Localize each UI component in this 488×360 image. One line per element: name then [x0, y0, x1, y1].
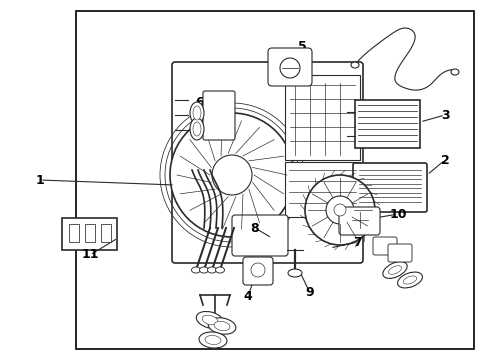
Text: 10: 10: [388, 207, 406, 220]
Circle shape: [325, 196, 353, 224]
Ellipse shape: [387, 266, 401, 274]
FancyBboxPatch shape: [387, 244, 411, 262]
Bar: [285, 75, 359, 160]
Ellipse shape: [350, 62, 358, 68]
Text: 2: 2: [440, 153, 448, 166]
Bar: [285, 162, 359, 217]
Ellipse shape: [382, 262, 407, 278]
Text: 11: 11: [81, 248, 99, 261]
Bar: [85, 224, 95, 242]
Bar: [101, 224, 111, 242]
Ellipse shape: [450, 69, 458, 75]
Circle shape: [280, 58, 299, 78]
Bar: [354, 100, 419, 148]
Text: 4: 4: [243, 289, 252, 302]
Ellipse shape: [397, 272, 422, 288]
Bar: [62, 218, 117, 250]
Text: 6: 6: [195, 95, 204, 108]
FancyBboxPatch shape: [231, 215, 287, 256]
Text: 9: 9: [305, 287, 314, 300]
Ellipse shape: [199, 332, 226, 348]
FancyBboxPatch shape: [267, 48, 311, 86]
Ellipse shape: [208, 318, 235, 334]
Ellipse shape: [202, 315, 217, 325]
Circle shape: [305, 175, 374, 245]
Ellipse shape: [215, 267, 224, 273]
Ellipse shape: [196, 311, 223, 329]
FancyBboxPatch shape: [172, 62, 362, 263]
Ellipse shape: [287, 269, 302, 277]
Ellipse shape: [199, 267, 208, 273]
Text: 1: 1: [36, 174, 44, 186]
Circle shape: [170, 113, 293, 237]
Ellipse shape: [204, 336, 221, 345]
Circle shape: [333, 204, 346, 216]
FancyBboxPatch shape: [338, 207, 379, 235]
Ellipse shape: [190, 118, 203, 140]
Ellipse shape: [403, 276, 416, 284]
Ellipse shape: [190, 102, 203, 124]
Ellipse shape: [193, 106, 201, 120]
Ellipse shape: [207, 267, 216, 273]
FancyBboxPatch shape: [203, 91, 235, 140]
Ellipse shape: [191, 267, 200, 273]
Bar: [69, 224, 79, 242]
Text: 5: 5: [297, 40, 306, 53]
Bar: [76, 11, 473, 349]
Text: 8: 8: [250, 221, 259, 234]
FancyBboxPatch shape: [372, 237, 396, 255]
Ellipse shape: [193, 122, 201, 136]
Circle shape: [250, 263, 264, 277]
FancyBboxPatch shape: [352, 163, 426, 212]
FancyBboxPatch shape: [243, 257, 272, 285]
Circle shape: [212, 155, 251, 195]
Text: 7: 7: [353, 235, 362, 248]
Ellipse shape: [214, 321, 229, 330]
Text: 3: 3: [440, 108, 448, 122]
